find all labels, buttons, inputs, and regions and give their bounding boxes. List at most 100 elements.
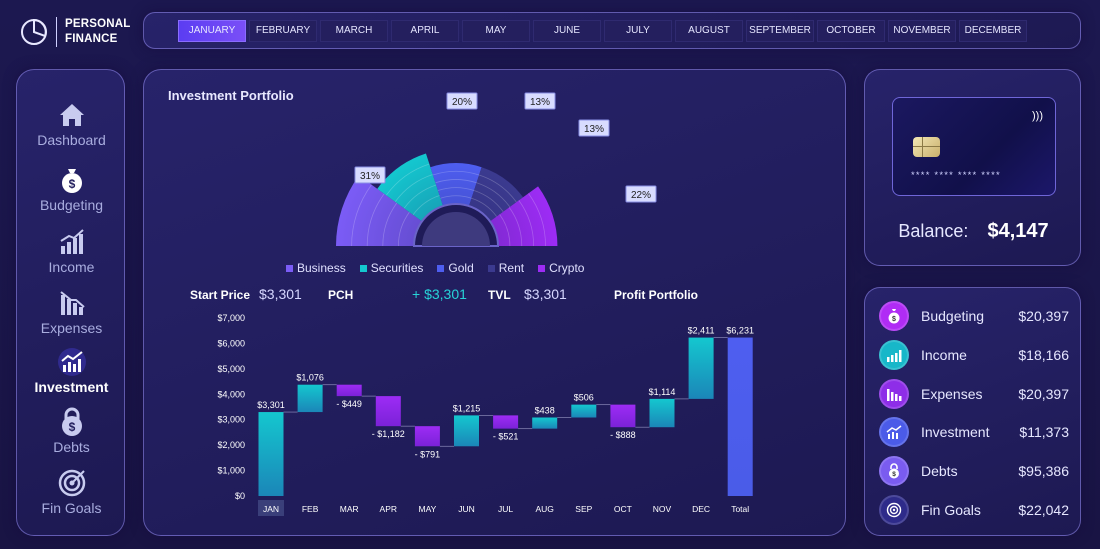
month-tab-august[interactable]: AUGUST bbox=[675, 19, 743, 42]
x-tick-label-dec: DEC bbox=[692, 504, 710, 514]
app-title: PERSONAL FINANCE bbox=[65, 17, 131, 47]
summary-row-fin-goals[interactable]: Fin Goals $22,042 bbox=[879, 495, 1069, 525]
x-tick-label-oct: OCT bbox=[614, 504, 632, 514]
month-selector: JANUARY FEBRUARY MARCH APRIL MAY JUNE JULY AUGU… bbox=[143, 12, 1081, 49]
month-tab-february[interactable]: FEBRUARY bbox=[249, 19, 317, 42]
card-panel: ))) **** **** **** **** Balance: $4,147 bbox=[864, 69, 1081, 266]
summary-icon-wrap: $ bbox=[879, 301, 909, 331]
investment-portfolio-panel: Investment Portfolio 31% 20% 13% 13% 22% $0 $1… bbox=[143, 69, 846, 536]
balance-label: Balance: bbox=[898, 221, 969, 241]
summary-row-debts[interactable]: $ Debts $95,386 bbox=[879, 456, 1069, 487]
panel-title: Investment Portfolio bbox=[168, 88, 294, 103]
legend-swatch bbox=[538, 264, 546, 272]
money-bag-icon: $ bbox=[61, 169, 82, 193]
pie-slice-securities bbox=[377, 153, 444, 222]
house-icon bbox=[59, 104, 84, 126]
bar-label-total: $6,231 bbox=[726, 326, 754, 336]
balance-value: $4,147 bbox=[987, 220, 1049, 242]
bar-label-aug: $438 bbox=[535, 406, 555, 416]
sidebar-item-expenses[interactable]: Expenses bbox=[17, 288, 126, 338]
pie-legend: Business Securities Gold Rent Crypto bbox=[286, 261, 584, 275]
category-highlight bbox=[258, 500, 284, 516]
month-tab-november[interactable]: NOVEMBER bbox=[888, 19, 956, 42]
legend-item-crypto: Crypto bbox=[538, 261, 584, 275]
legend-label: Business bbox=[297, 261, 346, 275]
bar-label-may: - $791 bbox=[415, 449, 441, 459]
summary-value: $11,373 bbox=[1019, 424, 1069, 441]
y-tick-label: $4,000 bbox=[217, 389, 245, 399]
y-tick-label: $7,000 bbox=[217, 313, 245, 323]
bar-dec bbox=[688, 337, 714, 399]
credit-card[interactable]: ))) **** **** **** **** bbox=[892, 97, 1056, 196]
summary-value: $22,042 bbox=[1018, 502, 1069, 518]
pie-slice-crypto bbox=[489, 186, 558, 246]
sidebar-item-income[interactable]: Income bbox=[17, 227, 126, 277]
app-title-line2: FINANCE bbox=[65, 33, 118, 45]
y-tick-label: $6,000 bbox=[217, 338, 245, 348]
profit-portfolio-label: Profit Portfolio bbox=[614, 288, 698, 302]
month-tab-december[interactable]: DECEMBER bbox=[959, 19, 1027, 42]
investment-chart-icon bbox=[886, 425, 902, 440]
month-tab-june[interactable]: JUNE bbox=[533, 19, 601, 42]
month-tab-july[interactable]: JULY bbox=[604, 19, 672, 42]
month-tab-march[interactable]: MARCH bbox=[320, 19, 388, 42]
bar-label-mar: - $449 bbox=[336, 399, 362, 409]
target-icon bbox=[58, 469, 85, 497]
card-number: **** **** **** **** bbox=[911, 170, 1001, 181]
bar-feb bbox=[297, 384, 323, 413]
bar-jun bbox=[454, 415, 479, 447]
summary-value: $20,397 bbox=[1018, 308, 1069, 324]
sidebar-item-dashboard[interactable]: Dashboard bbox=[17, 100, 126, 150]
bar-chart-up-icon bbox=[887, 349, 902, 362]
summary-value: $18,166 bbox=[1018, 346, 1069, 363]
money-bag-icon: $ bbox=[888, 309, 900, 324]
month-tab-april[interactable]: APRIL bbox=[391, 19, 459, 42]
bar-chart-down-icon bbox=[59, 291, 85, 315]
start-price-value: $3,301 bbox=[259, 286, 302, 302]
svg-text:$: $ bbox=[68, 177, 75, 191]
legend-item-securities: Securities bbox=[359, 261, 423, 275]
bar-chart-down-icon bbox=[887, 388, 902, 401]
sidebar-item-label: Debts bbox=[53, 439, 90, 455]
legend-swatch bbox=[487, 264, 495, 272]
month-tab-september[interactable]: SEPTEMBER bbox=[746, 19, 814, 42]
investment-chart-icon bbox=[57, 348, 86, 376]
summary-row-income[interactable]: Income $18,166 bbox=[879, 339, 1069, 370]
logo-divider bbox=[56, 17, 57, 47]
sidebar-item-investment[interactable]: Investment bbox=[17, 347, 126, 397]
x-tick-label-nov: NOV bbox=[653, 504, 672, 514]
svg-text:$: $ bbox=[68, 420, 75, 434]
start-price-label: Start Price bbox=[190, 288, 251, 302]
sidebar-item-budgeting[interactable]: $ Budgeting bbox=[17, 165, 126, 215]
month-tab-october[interactable]: OCTOBER bbox=[817, 19, 885, 42]
bar-label-feb: $1,076 bbox=[296, 373, 324, 383]
sidebar-item-fin-goals[interactable]: Fin Goals bbox=[17, 468, 126, 518]
bar-label-nov: $1,114 bbox=[649, 387, 676, 397]
sidebar-item-label: Income bbox=[48, 259, 95, 275]
x-tick-label-mar: MAR bbox=[340, 504, 359, 514]
bar-may bbox=[414, 426, 440, 447]
month-tab-may[interactable]: MAY bbox=[462, 19, 530, 42]
y-tick-label: $2,000 bbox=[217, 440, 245, 450]
bar-total bbox=[727, 337, 753, 496]
summary-icon-wrap bbox=[879, 495, 909, 525]
sidebar-item-label: Expenses bbox=[40, 320, 103, 336]
sidebar-item-debts[interactable]: $ Debts bbox=[17, 407, 126, 457]
y-tick-label: $3,000 bbox=[217, 415, 245, 425]
month-tab-january[interactable]: JANUARY bbox=[178, 19, 246, 42]
card-chip-icon bbox=[913, 137, 940, 157]
x-tick-label-jul: JUL bbox=[498, 504, 513, 514]
summary-icon-wrap: $ bbox=[879, 456, 909, 487]
contactless-icon: ))) bbox=[1032, 110, 1043, 122]
bar-oct bbox=[610, 404, 636, 428]
legend-swatch bbox=[359, 264, 367, 272]
summary-row-budgeting[interactable]: $ Budgeting $20,397 bbox=[879, 301, 1069, 331]
summary-label: Budgeting bbox=[921, 308, 985, 324]
summary-row-investment[interactable]: Investment $11,373 bbox=[879, 417, 1069, 448]
bar-jan bbox=[258, 412, 284, 496]
summary-row-expenses[interactable]: Expenses $20,397 bbox=[879, 378, 1069, 409]
summary-label: Expenses bbox=[921, 385, 983, 402]
summary-label: Investment bbox=[921, 424, 990, 441]
legend-item-business: Business bbox=[286, 261, 346, 275]
summary-icon-wrap bbox=[879, 378, 909, 409]
